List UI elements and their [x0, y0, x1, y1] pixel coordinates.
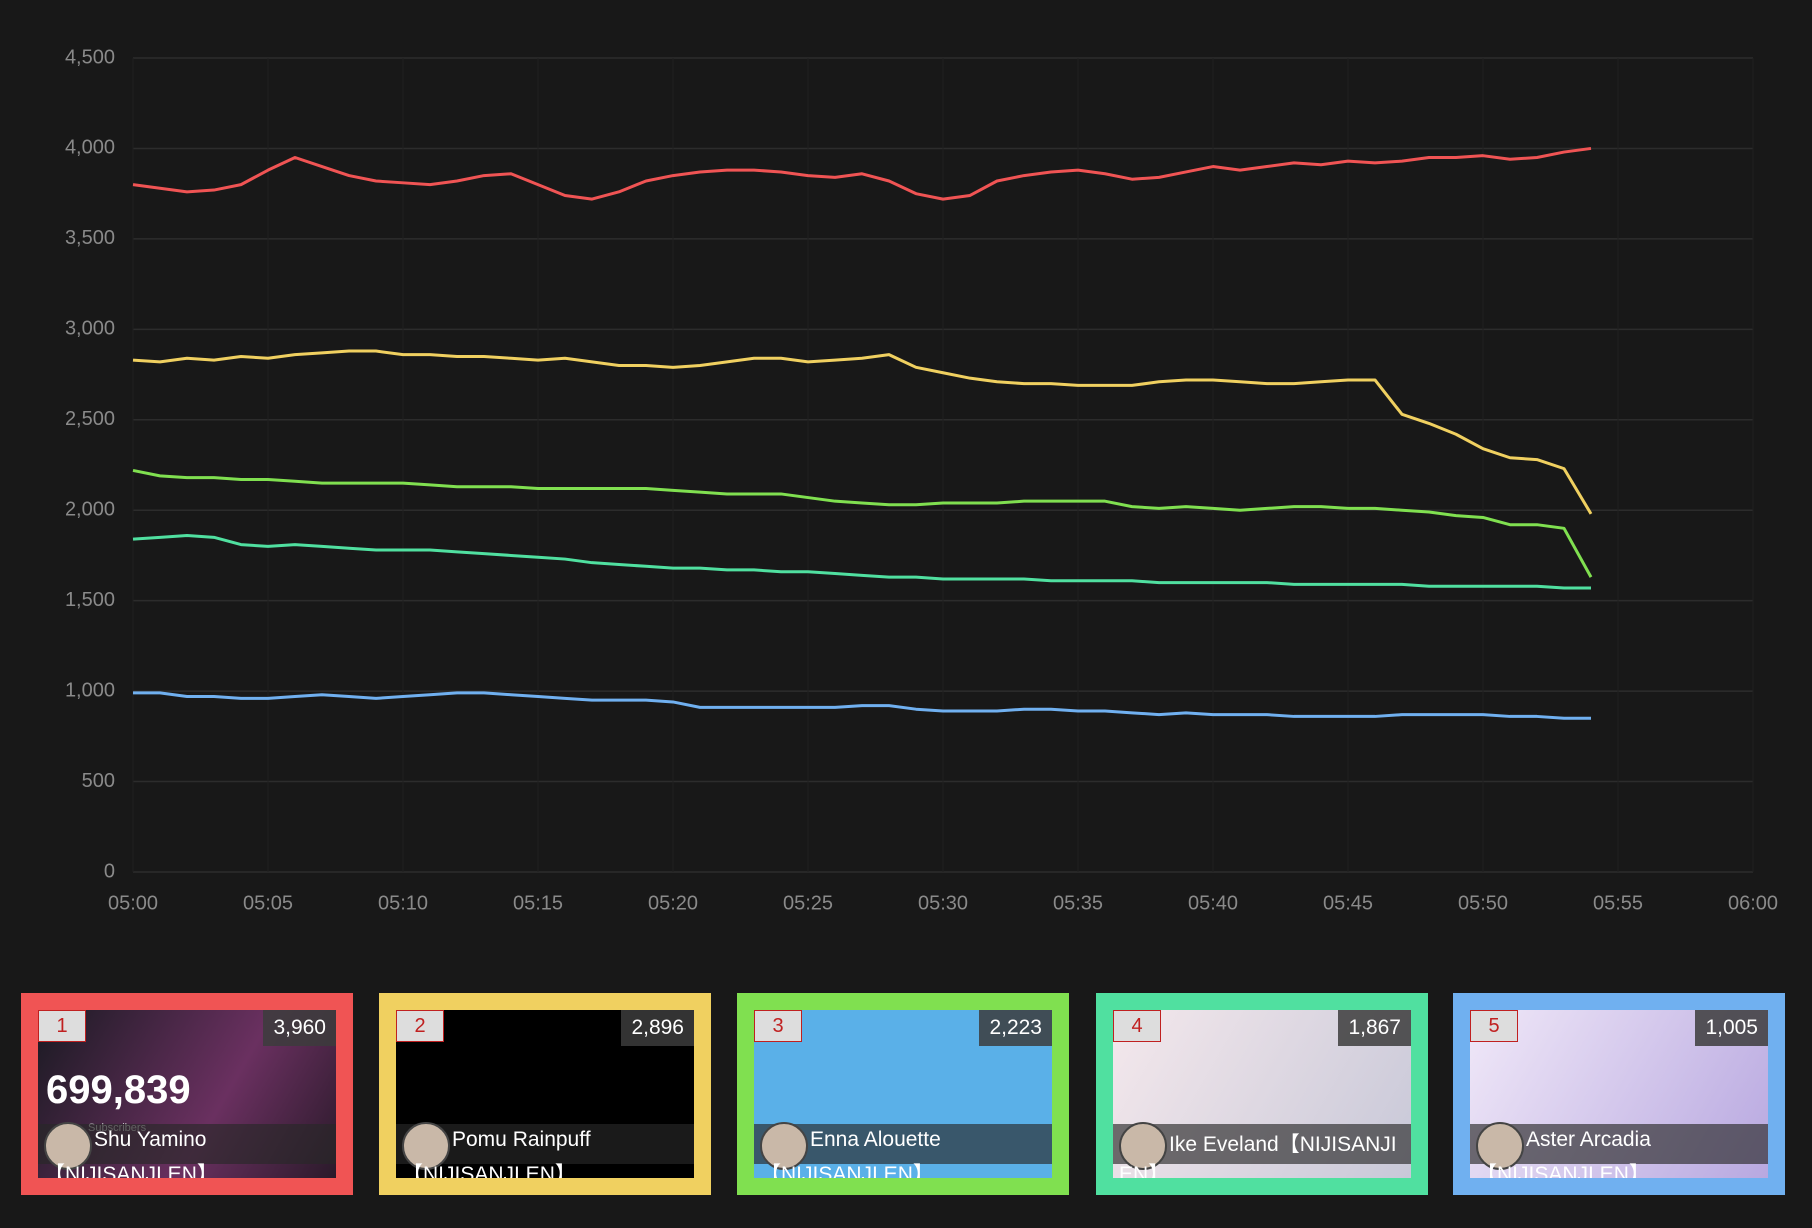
series-line: [132, 468, 1593, 578]
thumbnail: 2 2,896 Pomu Rainpuff 【NIJISANJI EN】: [396, 1010, 694, 1178]
x-tick-label: 05:50: [1458, 892, 1508, 914]
x-tick-label: 05:25: [783, 892, 833, 914]
x-tick-label: 05:35: [1053, 892, 1103, 914]
avatar: [760, 1122, 808, 1170]
stream-card[interactable]: 4 1,867 Ike Eveland【NIJISANJI EN】: [1096, 993, 1428, 1195]
series-line: [133, 691, 1591, 720]
stream-card[interactable]: 3 2,223 Enna Alouette 【NIJISANJI EN】: [737, 993, 1069, 1195]
channel-subtitle: 【NIJISANJI EN】: [1476, 1163, 1650, 1178]
channel-subtitle: 【NIJISANJI EN】: [402, 1163, 576, 1178]
y-tick-label: 4,500: [65, 46, 115, 68]
x-tick-label: 05:30: [918, 892, 968, 914]
avatar: [402, 1122, 450, 1170]
avatar: [44, 1122, 92, 1170]
rank: 3: [754, 1010, 802, 1042]
x-tick-label: 06:00: [1728, 892, 1778, 914]
rank: 1: [38, 1010, 86, 1042]
x-tick-label: 05:10: [378, 892, 428, 914]
viewer-count: 2,223: [979, 1010, 1052, 1046]
channel-subtitle: 【NIJISANJI EN】: [44, 1163, 218, 1178]
avatar: [1476, 1122, 1524, 1170]
viewer-count: 1,867: [1338, 1010, 1411, 1046]
y-tick-label: 3,500: [65, 227, 115, 249]
rank: 2: [396, 1010, 444, 1042]
stream-card[interactable]: 5 1,005 Aster Arcadia 【NIJISANJI EN】: [1453, 993, 1785, 1195]
x-tick-label: 05:55: [1593, 892, 1643, 914]
series-line: [132, 146, 1592, 201]
x-tick-label: 05:40: [1188, 892, 1238, 914]
thumbnail: 4 1,867 Ike Eveland【NIJISANJI EN】: [1113, 1010, 1411, 1178]
viewer-count: 3,960: [263, 1010, 336, 1046]
y-tick-label: 2,500: [65, 408, 115, 430]
y-tick-label: 500: [82, 770, 115, 792]
chart: 0 500 1,000 1,500 2,000 2,500 3,000 3,500 4,000 4…: [65, 46, 1778, 914]
viewer-count: 1,005: [1695, 1010, 1768, 1046]
avatar: [1119, 1122, 1167, 1170]
channel-subtitle: 【NIJISANJI EN】: [760, 1163, 934, 1178]
y-tick-label: 3,000: [65, 318, 115, 340]
y-tick-label: 1,000: [65, 679, 115, 701]
y-tick-label: 0: [104, 860, 115, 882]
series-line: [132, 534, 1591, 590]
x-tick-label: 05:05: [243, 892, 293, 914]
x-tick-label: 05:45: [1323, 892, 1373, 914]
x-tick-label: 05:20: [648, 892, 698, 914]
x-tick-label: 05:00: [108, 892, 158, 914]
series-line: [132, 349, 1593, 515]
y-tick-label: 1,500: [65, 589, 115, 611]
stream-card[interactable]: 2 2,896 Pomu Rainpuff 【NIJISANJI EN】: [379, 993, 711, 1195]
x-tick-label: 05:15: [513, 892, 563, 914]
thumbnail: 3 2,223 Enna Alouette 【NIJISANJI EN】: [754, 1010, 1052, 1178]
channel-subtitle: EN】: [1119, 1163, 1170, 1178]
rank: 5: [1470, 1010, 1518, 1042]
thumbnail: 5 1,005 Aster Arcadia 【NIJISANJI EN】: [1470, 1010, 1768, 1178]
thumbnail-text: 699,839: [46, 1068, 191, 1112]
viewer-count: 2,896: [621, 1010, 694, 1046]
y-tick-label: 4,000: [65, 137, 115, 159]
y-tick-label: 2,000: [65, 499, 115, 521]
rank: 4: [1113, 1010, 1161, 1042]
